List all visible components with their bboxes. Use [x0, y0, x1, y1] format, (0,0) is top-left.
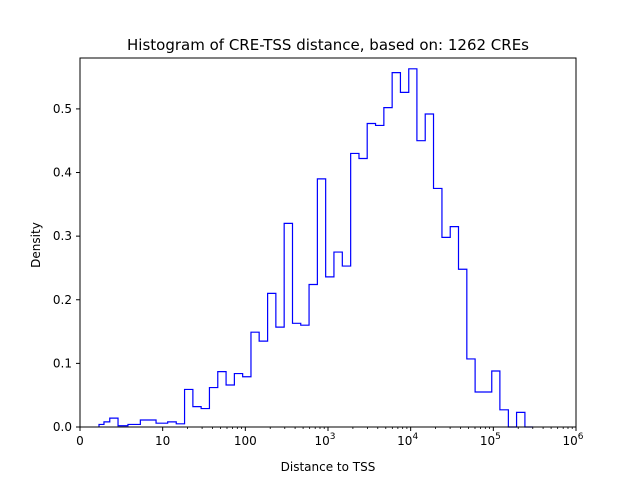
histogram-bin: [301, 325, 309, 427]
x-tick-label: 0: [76, 434, 84, 448]
y-tick-label: 0.2: [53, 293, 72, 307]
histogram-bin: [450, 227, 458, 427]
histogram-bin: [425, 114, 433, 427]
histogram-bin: [400, 92, 408, 427]
histogram-bin: [326, 277, 334, 427]
histogram-bin: [467, 359, 475, 427]
y-axis-label: Density: [29, 222, 43, 268]
x-tick-label: 100: [234, 434, 257, 448]
x-tick-label: 105: [480, 432, 501, 448]
histogram-bin: [492, 371, 500, 427]
x-axis-label: Distance to TSS: [281, 460, 376, 474]
histogram-bin: [259, 341, 267, 427]
histogram-bin: [417, 141, 425, 427]
histogram-bin: [475, 392, 483, 427]
histogram-bin: [168, 422, 177, 427]
y-tick-label: 0.1: [53, 356, 72, 370]
histogram-bin: [459, 269, 467, 427]
y-tick-label: 0.0: [53, 420, 72, 434]
histogram-bin: [104, 422, 110, 427]
histogram-bin: [351, 153, 359, 427]
histogram-bin: [359, 159, 367, 427]
histogram-bin: [268, 293, 276, 427]
histogram-bin: [193, 407, 201, 427]
x-tick-label: 106: [562, 432, 583, 448]
histogram-bin: [309, 284, 317, 427]
histogram-bin: [226, 385, 234, 427]
histogram-bin: [317, 179, 325, 427]
histogram-bin: [243, 377, 251, 427]
histogram-bin: [292, 323, 300, 427]
x-tick-label: 104: [397, 432, 418, 448]
histogram-bin: [234, 374, 242, 427]
y-tick-label: 0.4: [53, 166, 72, 180]
histogram-bin: [517, 412, 525, 427]
histogram-bin: [367, 124, 375, 427]
x-tick-label: 103: [314, 432, 335, 448]
plot-frame: [79, 57, 577, 428]
histogram-bin: [140, 420, 156, 427]
histogram-bin: [251, 332, 259, 427]
histogram-bin: [201, 409, 209, 427]
histogram-bin: [376, 125, 384, 427]
histogram-bin: [442, 237, 450, 427]
histogram-bin: [409, 69, 417, 427]
histogram-bin: [500, 410, 508, 427]
histogram-series: [98, 68, 534, 428]
histogram-bin: [276, 327, 284, 427]
histogram-bin: [384, 108, 392, 427]
chart-title: Histogram of CRE-TSS distance, based on:…: [127, 36, 529, 54]
histogram-bin: [342, 266, 350, 427]
y-tick-label: 0.3: [53, 229, 72, 243]
histogram-bin: [209, 388, 217, 427]
x-tick-label: 10: [155, 434, 170, 448]
plot-area: 0 10 100 103 104 105 106 0.0 0.1 0.2 0.3 0.4 0.5: [53, 57, 584, 448]
histogram-bin: [185, 389, 193, 427]
histogram-bin: [110, 418, 118, 427]
histogram-bin: [218, 372, 226, 427]
histogram-bin: [434, 188, 442, 427]
histogram-bin: [284, 223, 292, 427]
histogram-bin: [334, 252, 342, 427]
histogram-bin: [392, 73, 400, 427]
y-tick-label: 0.5: [53, 102, 72, 116]
histogram-bin: [483, 392, 491, 427]
